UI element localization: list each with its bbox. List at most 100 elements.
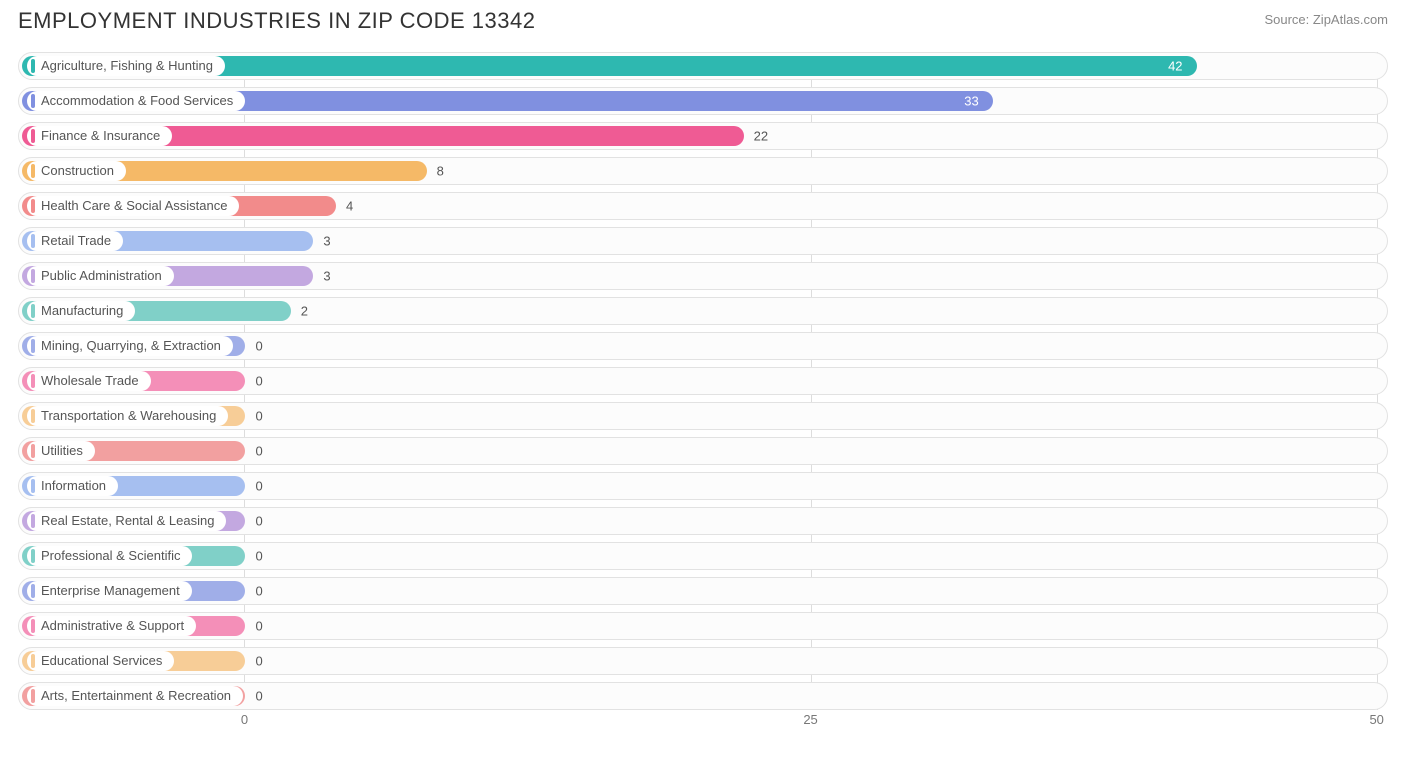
bar-label-tick: [31, 269, 35, 283]
bar-label-tick: [31, 549, 35, 563]
bar-label-text: Arts, Entertainment & Recreation: [41, 688, 231, 703]
bar-label-pill: Administrative & Support: [27, 616, 196, 636]
bar-label-tick: [31, 409, 35, 423]
bar-value: 3: [323, 234, 330, 249]
bar-label-tick: [31, 479, 35, 493]
bar-label-pill: Mining, Quarrying, & Extraction: [27, 336, 233, 356]
bar-label-tick: [31, 304, 35, 318]
bar-label-text: Manufacturing: [41, 303, 123, 318]
bar-label-pill: Finance & Insurance: [27, 126, 172, 146]
bar-label-tick: [31, 374, 35, 388]
bar-row: Retail Trade 3: [18, 227, 1388, 255]
x-tick-label: 0: [241, 712, 248, 727]
bar-label-tick: [31, 234, 35, 248]
bar-label-text: Agriculture, Fishing & Hunting: [41, 58, 213, 73]
bar-value: 0: [255, 409, 262, 424]
bar-label-pill: Professional & Scientific: [27, 546, 192, 566]
bar-row: Construction 8: [18, 157, 1388, 185]
bar-label-tick: [31, 584, 35, 598]
bar-label-tick: [31, 339, 35, 353]
bar-value: 0: [255, 619, 262, 634]
bar-label-text: Administrative & Support: [41, 618, 184, 633]
bar-label-tick: [31, 514, 35, 528]
bar-value: 0: [255, 479, 262, 494]
bar-row: Professional & Scientific 0: [18, 542, 1388, 570]
bar-value: 0: [255, 689, 262, 704]
bar-value: 3: [323, 269, 330, 284]
bar-label-text: Finance & Insurance: [41, 128, 160, 143]
bar-label-text: Mining, Quarrying, & Extraction: [41, 338, 221, 353]
bar-label-pill: Agriculture, Fishing & Hunting: [27, 56, 225, 76]
bar-row: Manufacturing 2: [18, 297, 1388, 325]
bar-label-text: Public Administration: [41, 268, 162, 283]
chart-plot: Agriculture, Fishing & Hunting42Accommod…: [18, 52, 1388, 710]
bar-label-text: Retail Trade: [41, 233, 111, 248]
bar-label-pill: Arts, Entertainment & Recreation: [27, 686, 243, 706]
bar-label-text: Information: [41, 478, 106, 493]
bar-row: Wholesale Trade 0: [18, 367, 1388, 395]
bar-row: Health Care & Social Assistance 4: [18, 192, 1388, 220]
bar-value: 8: [437, 164, 444, 179]
bar-label-tick: [31, 654, 35, 668]
bar-label-pill: Educational Services: [27, 651, 174, 671]
bar-value: 0: [255, 654, 262, 669]
chart-title: EMPLOYMENT INDUSTRIES IN ZIP CODE 13342: [18, 8, 536, 34]
bar-label-tick: [31, 129, 35, 143]
bar-value: 0: [255, 374, 262, 389]
bar-row: Utilities 0: [18, 437, 1388, 465]
bar-label-pill: Retail Trade: [27, 231, 123, 251]
bar-label-text: Construction: [41, 163, 114, 178]
bar-row: Information 0: [18, 472, 1388, 500]
bar-label-pill: Utilities: [27, 441, 95, 461]
bar-label-pill: Public Administration: [27, 266, 174, 286]
bar-label-tick: [31, 59, 35, 73]
bar-value: 0: [255, 339, 262, 354]
bar-label-pill: Manufacturing: [27, 301, 135, 321]
bar-label-pill: Real Estate, Rental & Leasing: [27, 511, 226, 531]
bar-label-text: Health Care & Social Assistance: [41, 198, 227, 213]
bar-value: 33: [964, 94, 978, 109]
bar-row: Arts, Entertainment & Recreation 0: [18, 682, 1388, 710]
bar-label-text: Educational Services: [41, 653, 162, 668]
bar-row: Public Administration 3: [18, 262, 1388, 290]
bar-value: 0: [255, 549, 262, 564]
bar-row: Mining, Quarrying, & Extraction 0: [18, 332, 1388, 360]
bar-row: Transportation & Warehousing 0: [18, 402, 1388, 430]
bar-label-tick: [31, 199, 35, 213]
chart-header: EMPLOYMENT INDUSTRIES IN ZIP CODE 13342 …: [0, 0, 1406, 38]
bar-label-text: Utilities: [41, 443, 83, 458]
chart-source: Source: ZipAtlas.com: [1264, 8, 1388, 27]
bar-row: Administrative & Support 0: [18, 612, 1388, 640]
bar-value: 42: [1168, 59, 1182, 74]
bar-label-text: Wholesale Trade: [41, 373, 139, 388]
bar-value: 0: [255, 514, 262, 529]
bar-label-pill: Enterprise Management: [27, 581, 192, 601]
bar-row: Accommodation & Food Services 33: [18, 87, 1388, 115]
bar-row: Finance & Insurance22: [18, 122, 1388, 150]
bar-value: 0: [255, 584, 262, 599]
bar-label-tick: [31, 444, 35, 458]
bar-label-tick: [31, 94, 35, 108]
bar-value: 0: [255, 444, 262, 459]
x-axis: 0 25 50: [18, 712, 1388, 732]
bar-row: Real Estate, Rental & Leasing 0: [18, 507, 1388, 535]
bar-label-text: Transportation & Warehousing: [41, 408, 216, 423]
bar-row: Agriculture, Fishing & Hunting 42: [18, 52, 1388, 80]
bar-value: 2: [301, 304, 308, 319]
x-tick-label: 50: [1369, 712, 1383, 727]
bar-label-text: Real Estate, Rental & Leasing: [41, 513, 214, 528]
bar-label-pill: Transportation & Warehousing: [27, 406, 228, 426]
bar-label-tick: [31, 689, 35, 703]
bar-label-pill: Health Care & Social Assistance: [27, 196, 239, 216]
bar-label-tick: [31, 619, 35, 633]
bar-label-pill: Wholesale Trade: [27, 371, 151, 391]
bar-label-text: Enterprise Management: [41, 583, 180, 598]
bar-label-text: Accommodation & Food Services: [41, 93, 233, 108]
bar-value: 4: [346, 199, 353, 214]
bar-label-pill: Construction: [27, 161, 126, 181]
chart-area: Agriculture, Fishing & Hunting42Accommod…: [0, 38, 1406, 732]
bar-row: Enterprise Management 0: [18, 577, 1388, 605]
bar-label-pill: Accommodation & Food Services: [27, 91, 245, 111]
x-tick-label: 25: [803, 712, 817, 727]
bar-label-pill: Information: [27, 476, 118, 496]
